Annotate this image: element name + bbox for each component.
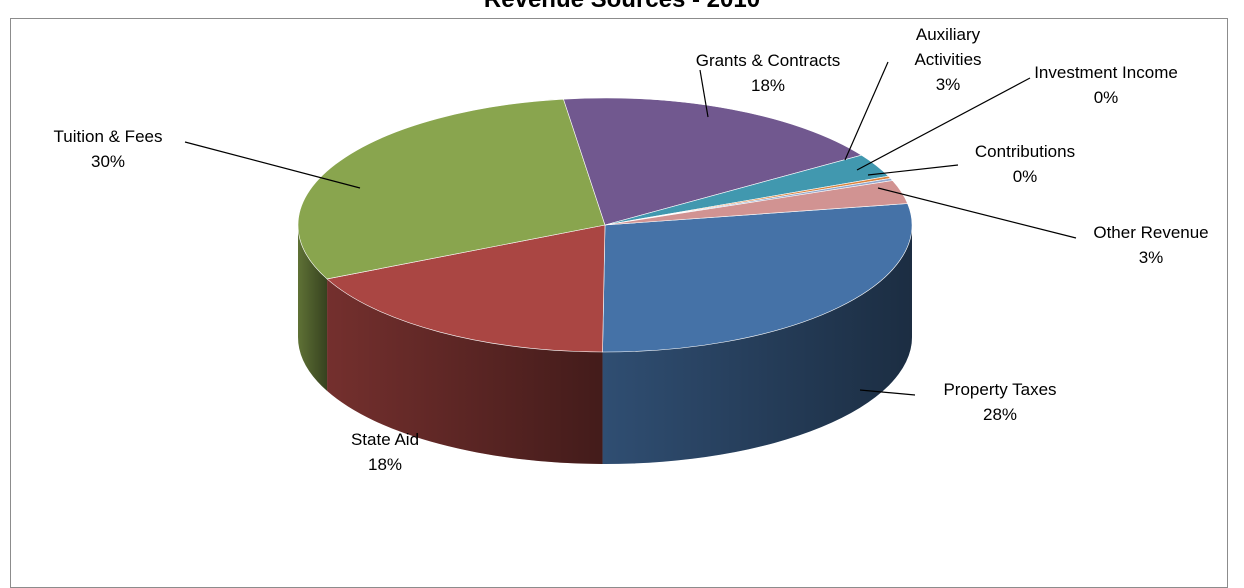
data-label-pct-auxiliary-activities: 3% [936,75,961,94]
pie-slice-grants-contracts [563,97,863,226]
pie-side-shade [327,278,603,464]
data-label-pct-investment-income: 0% [1094,88,1119,107]
data-label-name-property-taxes: Property Taxes [943,380,1056,399]
data-label-pct-state-aid: 18% [368,455,402,474]
leader-line-investment-income [856,77,1031,171]
leader-line-property-taxes [859,389,916,396]
data-label-name-other-revenue: Other Revenue [1093,223,1208,242]
data-label-pct-grants-contracts: 18% [751,76,785,95]
pie-slice-other-revenue [604,180,909,226]
pie-tops [297,97,913,353]
data-label-pct-property-taxes: 28% [983,405,1017,424]
data-label-pct-tuition-fees: 30% [91,152,125,171]
pie-side-shade [602,225,912,464]
pie-chart: Property Taxes 28% State Aid 18% Tuition & F… [54,25,1209,474]
leader-line-contributions [867,164,959,176]
pie-leaders [184,61,1077,396]
data-label-name-state-aid: State Aid [351,430,419,449]
data-label-name-contributions: Contributions [975,142,1075,161]
data-label-name-auxiliary-activities: Auxiliary [916,25,981,44]
leader-line-other-revenue [877,187,1077,239]
data-label-pct-contributions: 0% [1013,167,1038,186]
data-label-name-auxiliary-activities: Activities [914,50,981,69]
leader-line-grants-contracts [699,69,709,118]
data-label-name-grants-contracts: Grants & Contracts [696,51,841,70]
leader-line-tuition-fees [184,141,361,189]
data-label-pct-other-revenue: 3% [1139,248,1164,267]
pie-side-shade [298,225,328,391]
leader-line-auxiliary-activities [844,61,889,161]
chart-title: Revenue Sources - 2010 [0,0,1244,14]
pie-sides [298,225,912,464]
pie-slice-tuition-fees [297,98,606,280]
pie-slice-state-aid [326,224,606,353]
data-label-name-investment-income: Investment Income [1034,63,1178,82]
data-label-name-tuition-fees: Tuition & Fees [54,127,163,146]
pie-slice-property-taxes [602,203,913,353]
pie-labels: Property Taxes 28% State Aid 18% Tuition & F… [54,25,1209,474]
